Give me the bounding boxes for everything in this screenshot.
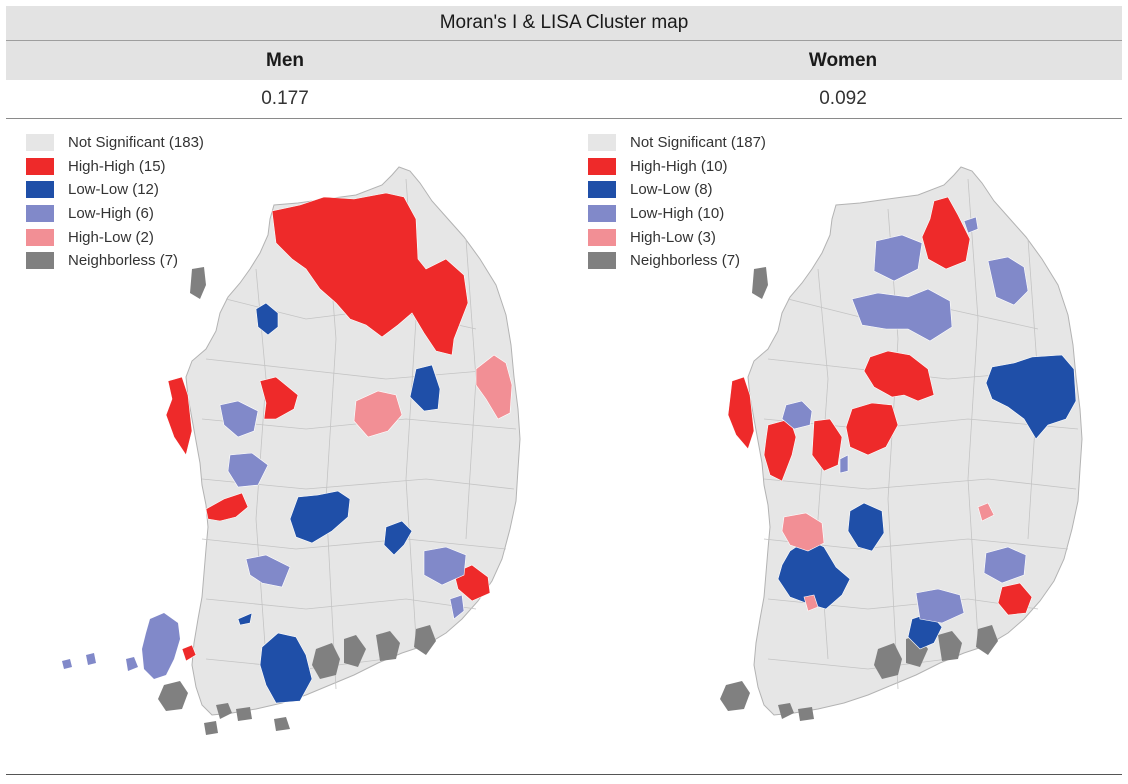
legend-swatch (588, 252, 616, 270)
legend-item: Not Significant (187) (588, 131, 766, 155)
legend-label: High-High (15) (68, 157, 166, 175)
high-low-regions (781, 502, 995, 612)
moran-i-women: 0.092 (819, 88, 867, 109)
neighborless-islands (158, 267, 436, 735)
legend-label: High-Low (3) (630, 228, 716, 246)
moran-i-row: 0.177 0.092 (6, 80, 1122, 119)
legend-label: Low-Low (12) (68, 181, 159, 199)
low-high-regions (219, 400, 467, 620)
low-low-regions (237, 302, 441, 704)
high-high-regions (727, 196, 1033, 616)
legend-item: Low-High (6) (26, 202, 204, 226)
legend-swatch (588, 181, 616, 199)
legend-item: High-High (15) (26, 155, 204, 179)
legend-item: High-Low (3) (588, 225, 766, 249)
bottom-rule (6, 774, 1122, 775)
legend-item: Not Significant (183) (26, 131, 204, 155)
map-panel-women: Not Significant (187) High-High (10) Low… (568, 119, 1126, 773)
legend-item: Low-High (10) (588, 202, 766, 226)
legend-label: High-Low (2) (68, 228, 154, 246)
header-row: Men Women (6, 41, 1122, 80)
legend-swatch (588, 205, 616, 223)
legend-label: Not Significant (183) (68, 134, 204, 152)
column-header-women: Women (808, 49, 878, 71)
legend-label: Low-High (6) (68, 205, 154, 223)
western-islands (62, 613, 180, 679)
low-high-regions (781, 216, 1029, 624)
legend-swatch (588, 134, 616, 152)
legend-label: Low-High (10) (630, 205, 725, 223)
legend-swatch (26, 205, 54, 223)
column-header-men: Men (266, 49, 304, 71)
legend-swatch (588, 157, 616, 175)
legend-item: High-High (10) (588, 155, 766, 179)
map-panel-men: Not Significant (183) High-High (15) Low… (6, 119, 564, 773)
legend-item: Low-Low (12) (26, 178, 204, 202)
lisa-map-men (62, 166, 521, 735)
legend-label: High-High (10) (630, 157, 728, 175)
legend-item: Neighborless (7) (588, 249, 766, 273)
legend-swatch (26, 157, 54, 175)
legend-women: Not Significant (187) High-High (10) Low… (588, 131, 766, 273)
legend-swatch (26, 134, 54, 152)
legend-item: Neighborless (7) (26, 249, 204, 273)
legend-label: Not Significant (187) (630, 134, 766, 152)
legend-swatch (26, 228, 54, 246)
legend-item: High-Low (2) (26, 225, 204, 249)
legend-label: Neighborless (7) (630, 252, 741, 270)
legend-label: Low-Low (8) (630, 181, 713, 199)
table-title: Moran's I & LISA Cluster map (6, 6, 1122, 41)
low-low-regions (777, 354, 1077, 650)
legend-item: Low-Low (8) (588, 178, 766, 202)
moran-i-men: 0.177 (261, 88, 309, 109)
legend-label: Neighborless (7) (68, 252, 179, 270)
legend-men: Not Significant (183) High-High (15) Low… (26, 131, 204, 273)
lisa-map-women (720, 166, 1083, 721)
legend-swatch (588, 228, 616, 246)
legend-swatch (26, 181, 54, 199)
legend-swatch (26, 252, 54, 270)
high-low-regions (353, 354, 513, 438)
